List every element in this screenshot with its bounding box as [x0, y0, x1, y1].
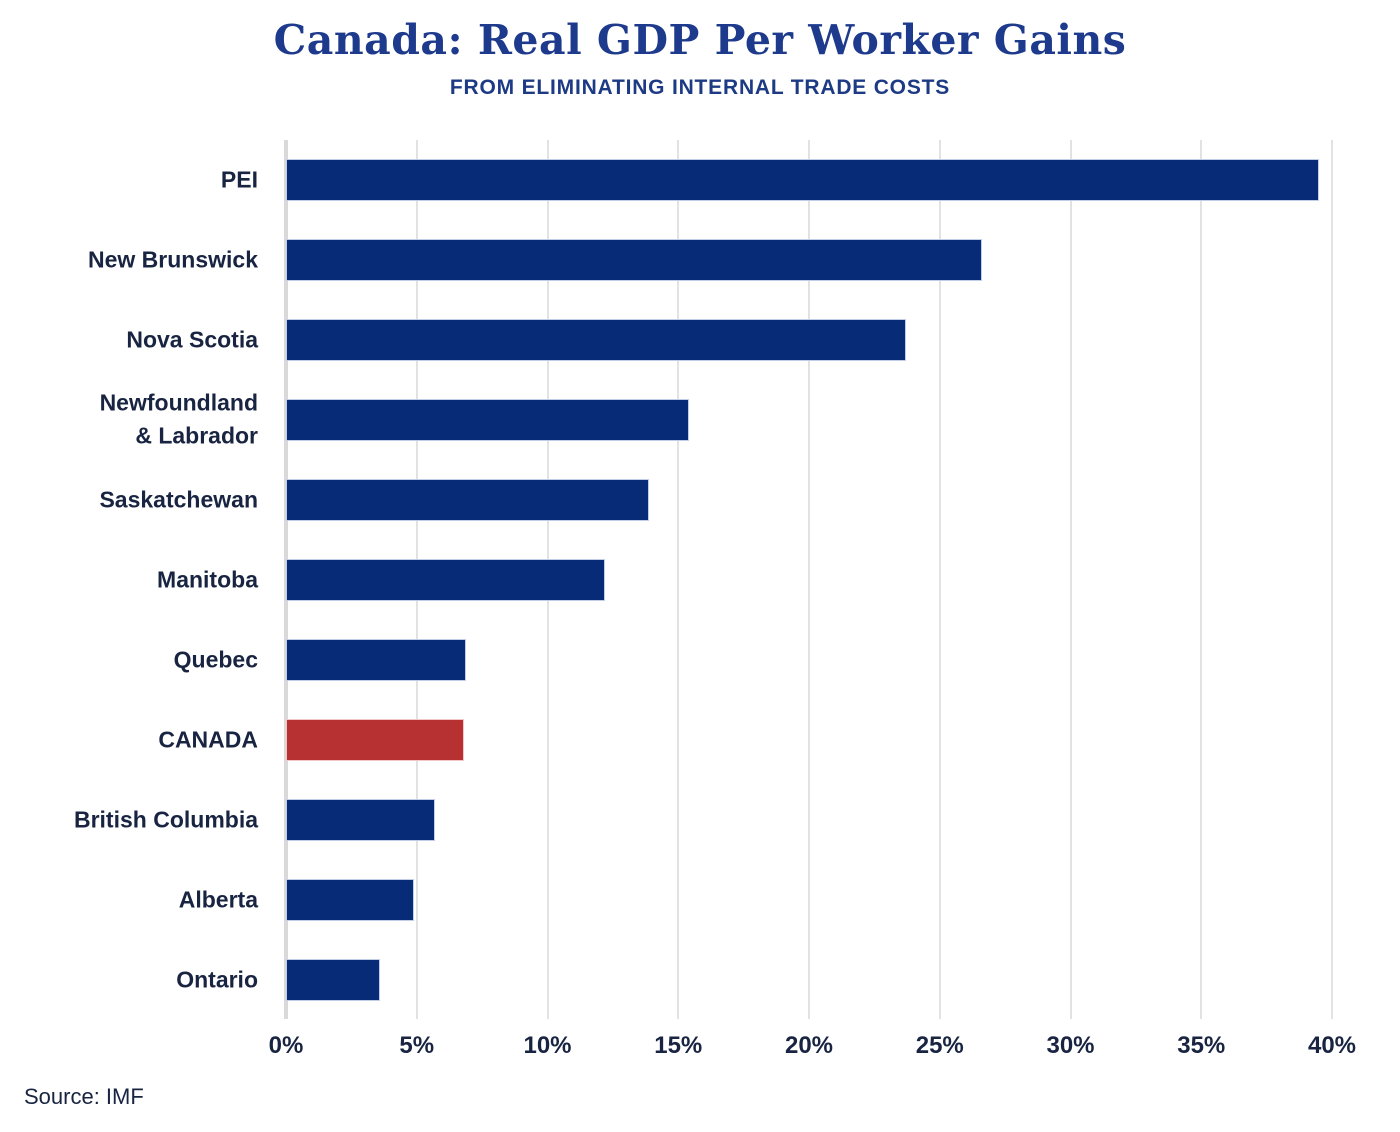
category-label: Manitoba	[157, 566, 258, 593]
bar	[286, 639, 467, 681]
category-label: Ontario	[176, 966, 258, 993]
x-axis-tick-label: 20%	[784, 1032, 834, 1059]
bar	[286, 319, 906, 361]
source-note: Source: IMF	[24, 1084, 144, 1109]
gridline	[1200, 140, 1203, 1019]
category-label: CANADA	[158, 726, 258, 753]
x-axis-tick-label: 10%	[523, 1032, 572, 1059]
bar	[286, 799, 436, 841]
bar-highlight-canada	[286, 719, 464, 761]
category-label: PEI	[220, 166, 258, 193]
chart-subtitle: FROM ELIMINATING INTERNAL TRADE COSTS	[449, 76, 951, 99]
x-axis-tick-label: 15%	[654, 1032, 703, 1059]
x-axis-tick-label: 25%	[915, 1032, 964, 1059]
gridline	[1331, 140, 1333, 1019]
x-axis-tick-label: 0%	[268, 1032, 304, 1059]
x-axis-tick-label: 35%	[1177, 1032, 1226, 1059]
gridline	[1069, 140, 1072, 1019]
category-label: New Brunswick	[88, 246, 258, 273]
category-label: Newfoundland & Labrador	[99, 389, 258, 449]
chart-title: Canada: Real GDP Per Worker Gains	[273, 16, 1127, 64]
bar	[286, 239, 982, 281]
category-label: British Columbia	[73, 806, 258, 833]
bar	[286, 559, 606, 601]
category-label: Nova Scotia	[126, 326, 258, 353]
category-label: Quebec	[173, 646, 258, 673]
x-axis-tick-label: 30%	[1046, 1032, 1095, 1059]
category-label: Saskatchewan	[99, 486, 258, 513]
x-axis-tick-label: 5%	[399, 1032, 435, 1059]
bar	[286, 959, 381, 1001]
bar	[286, 479, 650, 521]
bar	[286, 879, 415, 921]
bar	[286, 399, 689, 441]
bar	[286, 159, 1319, 201]
x-axis-tick-label: 40%	[1307, 1032, 1357, 1059]
category-label: Alberta	[178, 886, 258, 913]
